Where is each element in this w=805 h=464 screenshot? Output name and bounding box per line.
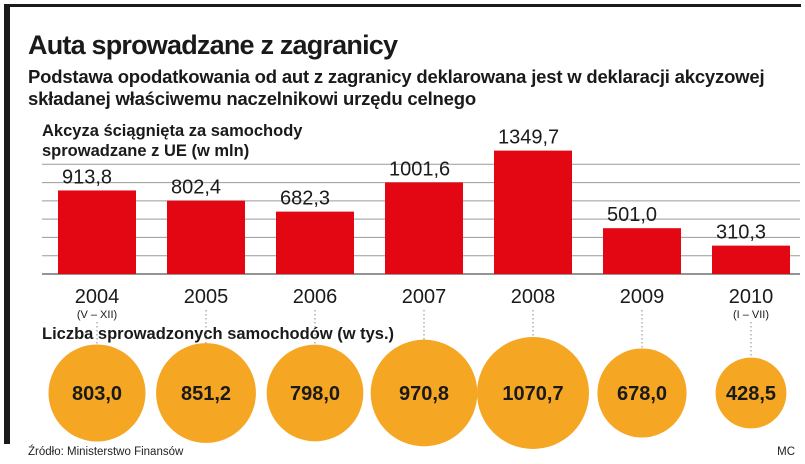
x-tick-label: 2004 xyxy=(75,286,120,308)
bar-value-label: 501,0 xyxy=(607,204,657,226)
bar xyxy=(276,211,354,274)
bubble xyxy=(477,337,589,449)
bubble xyxy=(370,339,478,447)
x-tick-label: 2009 xyxy=(620,286,665,308)
author-credit: MC xyxy=(777,446,795,458)
bubble xyxy=(597,348,687,438)
bubble xyxy=(48,344,146,442)
bar-chart-title: Akcyza ściągnięta za samochody sprowadza… xyxy=(42,122,303,160)
bubble-value-label: 803,0 xyxy=(72,383,122,405)
bar xyxy=(167,200,245,274)
x-tick-label: 2006 xyxy=(293,286,338,308)
bar-value-label: 1001,6 xyxy=(389,158,450,180)
bar-value-label: 913,8 xyxy=(62,166,112,188)
x-tick-label: 2010 xyxy=(729,286,774,308)
bubble-value-label: 851,2 xyxy=(181,383,231,405)
bar-value-label: 1349,7 xyxy=(498,127,559,149)
x-tick-label: 2007 xyxy=(402,286,447,308)
bar xyxy=(712,245,790,274)
source-note: Źródło: Ministerstwo Finansów xyxy=(28,446,184,458)
x-tick-note: (I – VII) xyxy=(733,309,769,321)
bubble-value-label: 970,8 xyxy=(399,383,449,405)
bar-value-label: 682,3 xyxy=(280,188,330,210)
frame-top-rule xyxy=(4,4,801,7)
bubble-chart-title: Liczba sprowadzonych samochodów (w tys.) xyxy=(42,325,395,343)
bubble-value-label: 678,0 xyxy=(617,383,667,405)
bar xyxy=(603,228,681,274)
bubble-value-label: 428,5 xyxy=(726,383,776,405)
bubble xyxy=(715,357,787,429)
x-tick-note: (V – XII) xyxy=(77,309,117,321)
bubble-value-label: 798,0 xyxy=(290,383,340,405)
bar xyxy=(58,190,136,274)
bar xyxy=(494,150,572,274)
frame-left-rule xyxy=(4,4,10,444)
chart-subtitle: Podstawa opodatkowania od aut z zagranic… xyxy=(28,66,765,109)
bubble-value-label: 1070,7 xyxy=(502,383,563,405)
chart-title: Auta sprowadzane z zagranicy xyxy=(28,30,398,60)
x-tick-label: 2008 xyxy=(511,286,556,308)
bubble xyxy=(266,344,364,442)
bubble xyxy=(156,343,256,443)
bar-value-label: 310,3 xyxy=(716,222,766,244)
bar xyxy=(385,182,463,274)
bar-value-label: 802,4 xyxy=(171,177,221,199)
x-tick-label: 2005 xyxy=(184,286,229,308)
